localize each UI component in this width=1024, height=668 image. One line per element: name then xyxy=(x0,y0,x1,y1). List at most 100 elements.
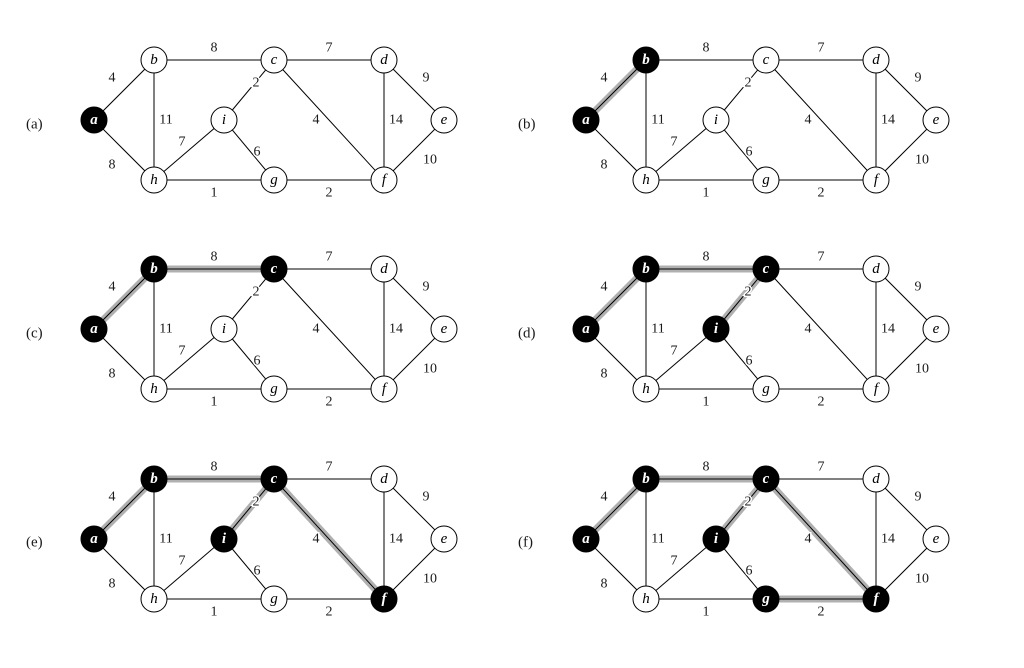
edge-weight: 7 xyxy=(671,553,678,568)
node-label: b xyxy=(150,471,158,487)
node-f: f xyxy=(371,376,397,402)
node-label: i xyxy=(714,112,718,128)
edge-weight: 8 xyxy=(703,459,710,474)
node-g: g xyxy=(261,586,287,612)
node-e: e xyxy=(431,526,457,552)
edge-weight: 4 xyxy=(313,531,320,546)
edge-weight: 6 xyxy=(254,354,261,369)
node-label: a xyxy=(582,112,590,128)
node-h: h xyxy=(141,586,167,612)
edge-weight: 2 xyxy=(253,494,260,509)
node-g: g xyxy=(753,376,779,402)
edge-weight: 8 xyxy=(211,459,218,474)
node-a: a xyxy=(573,526,599,552)
edge-weight: 11 xyxy=(651,113,664,128)
edge-weight: 14 xyxy=(389,531,403,546)
edge-weight: 4 xyxy=(313,322,320,337)
node-label: d xyxy=(872,52,880,68)
node-i: i xyxy=(703,526,729,552)
node-label: c xyxy=(763,261,770,277)
node-label: e xyxy=(933,112,940,128)
edge-weight: 6 xyxy=(254,563,261,578)
edge-weight: 8 xyxy=(211,41,218,56)
node-label: i xyxy=(222,321,226,337)
edge-weight: 6 xyxy=(746,563,753,578)
panel-b: (b)48811724914102167abcdefghi xyxy=(512,20,1004,229)
edge-weight: 6 xyxy=(746,145,753,160)
node-label: g xyxy=(761,591,770,607)
edge-weight: 9 xyxy=(423,280,430,295)
edge-weight: 1 xyxy=(211,186,218,201)
edge-weight: 2 xyxy=(818,604,825,619)
edge-weight: 7 xyxy=(818,41,825,56)
node-label: a xyxy=(90,531,98,547)
node-d: d xyxy=(863,466,889,492)
node-g: g xyxy=(261,376,287,402)
edge-weight: 8 xyxy=(109,367,116,382)
node-label: h xyxy=(150,381,158,397)
edge-weight: 11 xyxy=(159,322,172,337)
node-i: i xyxy=(703,107,729,133)
edge-weight: 10 xyxy=(915,153,929,168)
node-e: e xyxy=(923,316,949,342)
node-h: h xyxy=(633,586,659,612)
node-i: i xyxy=(211,526,237,552)
edge-weight: 2 xyxy=(745,76,752,91)
node-e: e xyxy=(923,526,949,552)
edge-weight: 10 xyxy=(423,153,437,168)
node-label: b xyxy=(642,471,650,487)
edge xyxy=(154,329,224,389)
edge-weight: 8 xyxy=(703,250,710,265)
edge-weight: 2 xyxy=(253,76,260,91)
edge-weight: 14 xyxy=(881,531,895,546)
node-c: c xyxy=(261,466,287,492)
node-label: b xyxy=(150,261,158,277)
node-c: c xyxy=(753,47,779,73)
node-c: c xyxy=(261,256,287,282)
node-label: c xyxy=(763,471,770,487)
edge-weight: 2 xyxy=(745,494,752,509)
edge-weight: 4 xyxy=(805,113,812,128)
edge-weight: 14 xyxy=(389,113,403,128)
graph-svg: 48811724914102167abcdefghi xyxy=(546,439,986,648)
node-e: e xyxy=(431,316,457,342)
edge-weight: 4 xyxy=(109,489,116,504)
node-f: f xyxy=(863,167,889,193)
edge-weight: 14 xyxy=(881,322,895,337)
node-b: b xyxy=(141,47,167,73)
edge-weight: 9 xyxy=(423,71,430,86)
node-label: g xyxy=(270,591,278,607)
graph-svg: 48811724914102167abcdefghi xyxy=(54,20,494,229)
node-label: d xyxy=(380,261,388,277)
node-label: g xyxy=(762,381,770,397)
node-label: d xyxy=(872,261,880,277)
panel-c: (c)48811724914102167abcdefghi xyxy=(20,229,512,438)
node-label: i xyxy=(222,112,226,128)
node-label: g xyxy=(270,172,278,188)
edge-weight: 1 xyxy=(211,395,218,410)
edge-weight: 9 xyxy=(915,71,922,86)
node-label: a xyxy=(90,321,98,337)
node-c: c xyxy=(753,256,779,282)
edge-weight: 1 xyxy=(211,604,218,619)
edge-weight: 2 xyxy=(818,186,825,201)
figure-grid: (a)48811724914102167abcdefghi(b)48811724… xyxy=(20,20,1004,648)
node-e: e xyxy=(431,107,457,133)
edge-weight: 7 xyxy=(326,459,333,474)
edge-weight: 4 xyxy=(109,280,116,295)
edge xyxy=(154,120,224,180)
node-b: b xyxy=(633,256,659,282)
edge-weight: 7 xyxy=(179,344,186,359)
node-a: a xyxy=(573,107,599,133)
node-e: e xyxy=(923,107,949,133)
node-label: h xyxy=(150,591,158,607)
graph-svg: 48811724914102167abcdefghi xyxy=(546,229,986,438)
node-h: h xyxy=(633,376,659,402)
edge-weight: 7 xyxy=(326,250,333,265)
graph-svg: 48811724914102167abcdefghi xyxy=(54,229,494,438)
edge-weight: 8 xyxy=(601,367,608,382)
edge-weight: 4 xyxy=(109,71,116,86)
graph-svg: 48811724914102167abcdefghi xyxy=(54,439,494,648)
edge-weight: 9 xyxy=(423,489,430,504)
edge-weight: 6 xyxy=(254,145,261,160)
